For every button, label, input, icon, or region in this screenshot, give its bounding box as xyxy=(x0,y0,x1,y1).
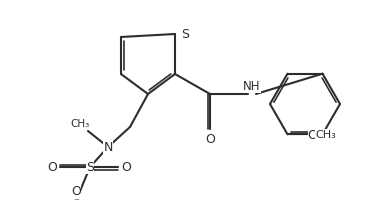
Text: O: O xyxy=(71,185,81,198)
Text: O: O xyxy=(205,133,215,146)
Text: O: O xyxy=(121,161,131,174)
Text: O: O xyxy=(47,161,57,174)
Text: N: N xyxy=(103,141,113,154)
Text: S: S xyxy=(181,28,189,41)
Text: CH₃: CH₃ xyxy=(70,118,90,128)
Text: ⁻: ⁻ xyxy=(73,196,79,202)
Text: NH: NH xyxy=(243,80,261,93)
Text: CH₃: CH₃ xyxy=(315,130,336,140)
Text: O: O xyxy=(308,128,317,141)
Text: S: S xyxy=(86,161,94,174)
